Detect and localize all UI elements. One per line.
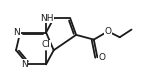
Text: Cl: Cl — [42, 40, 51, 49]
Text: N: N — [13, 28, 20, 37]
Text: O: O — [104, 27, 111, 36]
Text: O: O — [99, 53, 106, 62]
Text: NH: NH — [40, 14, 54, 23]
Text: N: N — [21, 60, 28, 69]
